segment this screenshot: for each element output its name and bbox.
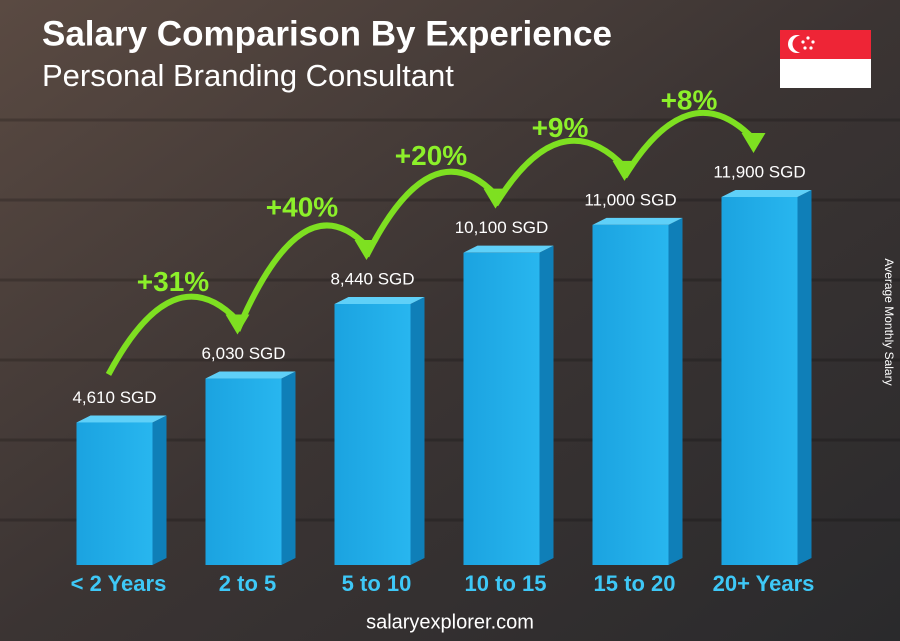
x-tick-label: 2 to 5 <box>219 571 276 596</box>
bar-side <box>668 217 683 565</box>
arrow-head <box>741 133 766 153</box>
source: salaryexplorer.com <box>366 611 534 633</box>
increase-label: +8% <box>661 84 718 115</box>
bar-top <box>592 217 683 225</box>
bar-side <box>281 371 296 565</box>
increase-arrow <box>621 110 756 179</box>
chart-subtitle: Personal Branding Consultant <box>42 58 454 93</box>
increase-arrow <box>234 222 369 332</box>
x-tick-label: 20+ Years <box>713 571 815 596</box>
x-tick-label: 5 to 10 <box>342 571 412 596</box>
y-axis-label: Average Monthly Salary <box>882 258 896 385</box>
bar-top <box>463 245 554 253</box>
increase-label: +20% <box>395 140 467 171</box>
bar-top <box>205 371 296 379</box>
increase-arrow <box>492 137 627 207</box>
increase-label: +31% <box>137 266 209 297</box>
bar-top <box>334 296 425 304</box>
value-label: 11,900 SGD <box>713 162 805 181</box>
value-label: 6,030 SGD <box>201 344 285 363</box>
bar <box>721 197 798 565</box>
x-tick-label: 15 to 20 <box>594 571 676 596</box>
increase-arrow <box>363 168 498 258</box>
value-label: 10,100 SGD <box>455 218 549 237</box>
value-label: 8,440 SGD <box>330 269 414 288</box>
bar-top <box>76 415 167 423</box>
bar <box>76 422 153 565</box>
value-label: 11,000 SGD <box>584 190 676 209</box>
bar-side <box>539 245 554 565</box>
bar <box>205 378 282 565</box>
increase-arrow <box>105 293 240 376</box>
increase-label: +9% <box>532 112 589 143</box>
bar <box>334 303 411 565</box>
x-tick-label: 10 to 15 <box>465 571 547 596</box>
bar <box>592 224 669 565</box>
value-label: 4,610 SGD <box>72 388 156 407</box>
x-tick-label: < 2 Years <box>71 571 167 596</box>
flag <box>780 30 871 88</box>
chart-title: Salary Comparison By Experience <box>42 14 612 53</box>
bar-side <box>152 415 167 565</box>
bar-side <box>410 296 425 565</box>
bar <box>463 252 540 565</box>
increase-label: +40% <box>266 191 338 222</box>
bar-top <box>721 190 812 197</box>
bar-side <box>797 190 812 565</box>
